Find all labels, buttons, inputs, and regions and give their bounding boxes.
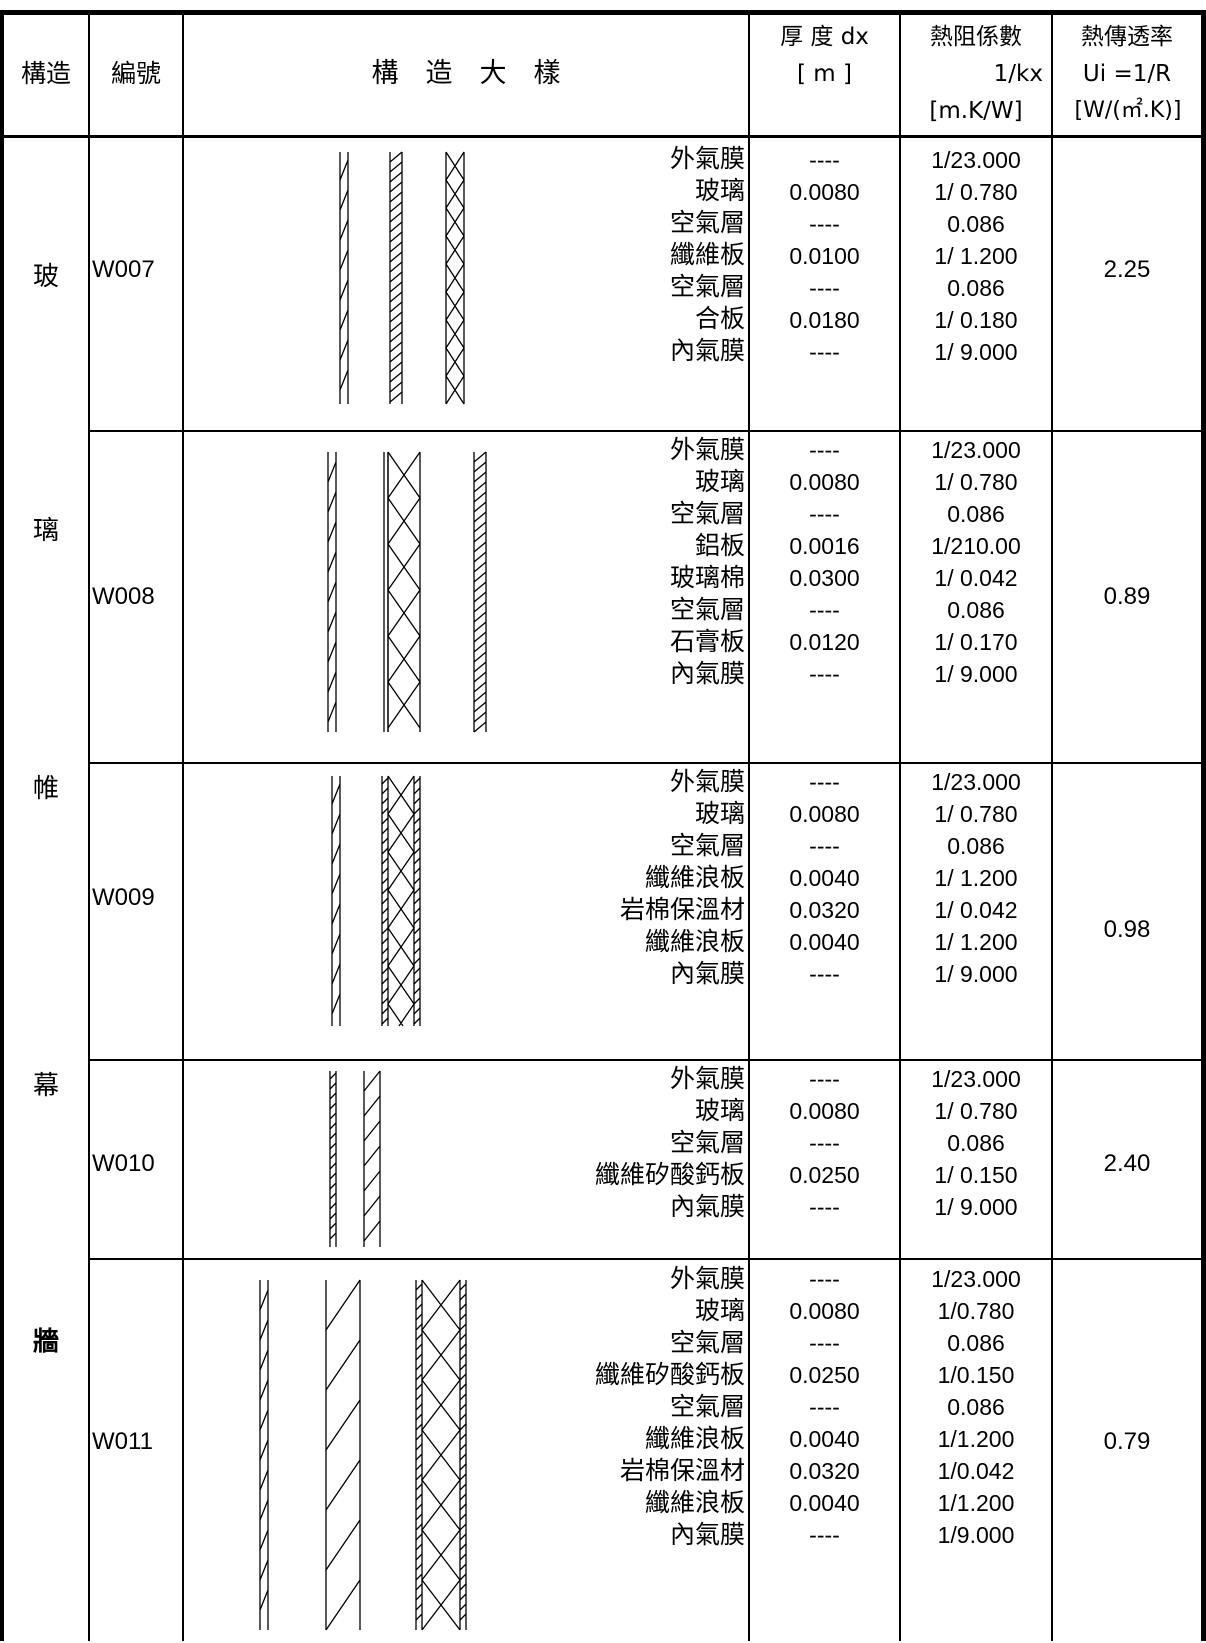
row-layers-w007: 外氣膜 玻璃 空氣層 纖維板 空氣層 合板 內氣膜	[669, 144, 745, 365]
header-detail: 構 造 大 樣	[371, 58, 561, 89]
header-thickness-line1: 厚 度 dx	[780, 24, 869, 50]
section-drawing-w011	[259, 1279, 467, 1631]
header-code: 編號	[110, 59, 161, 88]
row-resistance-w007: 1/23.000 1/ 0.780 0.086 1/ 1.200 0.086 1…	[931, 147, 1021, 365]
row-thickness-w007: ---- 0.0080 ---- 0.0100 ---- 0.0180 ----	[789, 147, 860, 365]
header-structure: 構造	[20, 59, 71, 88]
header-resistance-line1: 熱阻係數	[930, 24, 1022, 50]
header-thickness-line2: [ m ]	[797, 61, 852, 87]
header-u-line3: [W/(㎡.K)]	[1074, 98, 1182, 123]
col-divider-3	[748, 10, 750, 1641]
structure-char-3: 帷	[32, 774, 59, 804]
row-divider-2	[88, 762, 1206, 764]
col-divider-2	[182, 10, 184, 1641]
row-thickness-w008: ---- 0.0080 ---- 0.0016 0.0300 ---- 0.01…	[789, 437, 860, 687]
header-u-line1: 熱傳透率	[1081, 24, 1173, 50]
row-resistance-w008: 1/23.000 1/ 0.780 0.086 1/210.00 1/ 0.04…	[931, 437, 1021, 687]
structure-char-2: 璃	[32, 516, 59, 546]
col-divider-1	[88, 10, 90, 1641]
row-code-w007: W007	[92, 256, 155, 283]
row-resistance-w010: 1/23.000 1/ 0.780 0.086 1/ 0.150 1/ 9.00…	[931, 1066, 1021, 1220]
row-layers-w008: 外氣膜 玻璃 空氣層 鋁板 玻璃棉 空氣層 石膏板 內氣膜	[669, 435, 745, 688]
section-drawing-w010	[329, 1070, 381, 1247]
row-divider-3	[88, 1059, 1206, 1061]
row-u-w007: 2.25	[1103, 256, 1151, 283]
structure-char-4: 幕	[32, 1071, 59, 1101]
header-resistance-line2: 1/kx	[993, 61, 1043, 87]
row-u-w010: 2.40	[1103, 1150, 1151, 1177]
row-code-w008: W008	[92, 583, 155, 610]
header-u-line2: Ui =1/R	[1082, 61, 1172, 87]
table-right-border	[1201, 10, 1206, 1641]
structure-char-1: 玻	[32, 262, 59, 292]
row-code-w010: W010	[92, 1150, 155, 1177]
structure-char-5: 牆	[32, 1327, 59, 1357]
row-thickness-w009: ---- 0.0080 ---- 0.0040 0.0320 0.0040 --…	[789, 769, 860, 987]
table-top-border	[0, 10, 1206, 15]
col-divider-4	[899, 10, 901, 1641]
row-divider-4	[88, 1258, 1206, 1260]
row-divider-1	[88, 430, 1206, 432]
section-drawing-w008	[327, 451, 487, 733]
row-thickness-w010: ---- 0.0080 ---- 0.0250 ----	[789, 1066, 860, 1220]
row-layers-w009: 外氣膜 玻璃 空氣層 纖維浪板 岩棉保溫材 纖維浪板 內氣膜	[619, 767, 745, 988]
row-code-w011: W011	[92, 1428, 153, 1455]
row-u-w009: 0.98	[1103, 916, 1151, 943]
row-u-w011: 0.79	[1103, 1428, 1151, 1455]
section-drawing-w009	[331, 775, 421, 1027]
header-bottom-border	[0, 135, 1206, 138]
row-layers-w010: 外氣膜 玻璃 空氣層 纖維矽酸鈣板 內氣膜	[594, 1064, 745, 1221]
row-layers-w011: 外氣膜 玻璃 空氣層 纖維矽酸鈣板 空氣層 纖維浪板 岩棉保溫材 纖維浪板 內氣…	[594, 1264, 745, 1549]
row-code-w009: W009	[92, 884, 155, 911]
table-left-border	[0, 10, 4, 1641]
row-u-w008: 0.89	[1103, 583, 1151, 610]
col-divider-5	[1051, 10, 1053, 1641]
row-thickness-w011: ---- 0.0080 ---- 0.0250 ---- 0.0040 0.03…	[789, 1266, 860, 1548]
row-resistance-w009: 1/23.000 1/ 0.780 0.086 1/ 1.200 1/ 0.04…	[931, 769, 1021, 987]
header-resistance-line3: [m.K/W]	[929, 98, 1023, 124]
section-drawing-w007	[339, 151, 465, 405]
row-resistance-w011: 1/23.000 1/0.780 0.086 1/0.150 0.086 1/1…	[931, 1266, 1021, 1548]
